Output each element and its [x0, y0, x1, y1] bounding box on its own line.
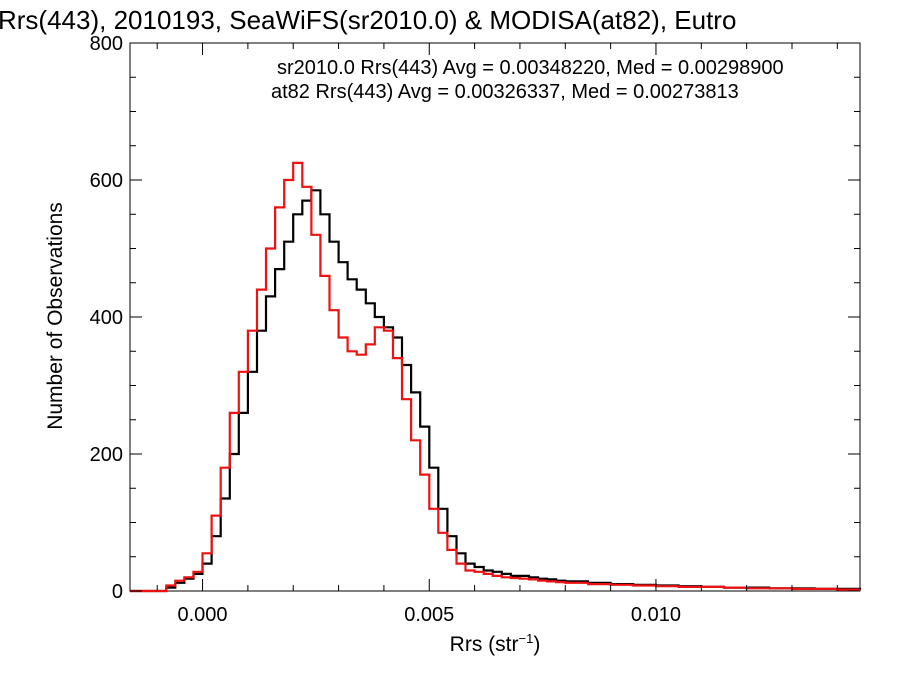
y-axis-label: Number of Observations — [44, 202, 67, 430]
x-axis-label: Rrs (str−1) — [450, 631, 541, 656]
y-tick-label: 600 — [90, 170, 123, 192]
y-tick-label: 0 — [112, 581, 123, 603]
plot-frame — [129, 42, 861, 592]
x-axis-label-superscript: −1 — [519, 631, 534, 646]
y-tick-label: 800 — [90, 33, 123, 55]
x-tick-label: 0.005 — [404, 604, 454, 626]
x-axis-label-main: Rrs (str — [450, 633, 519, 656]
y-tick-label: 200 — [90, 444, 123, 466]
x-tick-label: 0.010 — [631, 604, 681, 626]
legend-entry-at82: at82 Rrs(443) Avg = 0.00326337, Med = 0.… — [271, 81, 739, 103]
x-axis-label-end: ) — [533, 633, 540, 656]
tick-labels: 0 200 400 600 800 0.000 0.005 0.010 — [90, 33, 860, 626]
series-layer — [130, 161, 862, 593]
axes-frame — [129, 42, 861, 592]
x-tick-label: 0.000 — [178, 604, 228, 626]
y-tick-label: 400 — [90, 307, 123, 329]
series-at82-line — [130, 161, 860, 593]
legend-entry-sr2010: sr2010.0 Rrs(443) Avg = 0.00348220, Med … — [277, 57, 784, 79]
chart-title: Rrs(443), 2010193, SeaWiFS(sr2010.0) & M… — [0, 5, 736, 35]
